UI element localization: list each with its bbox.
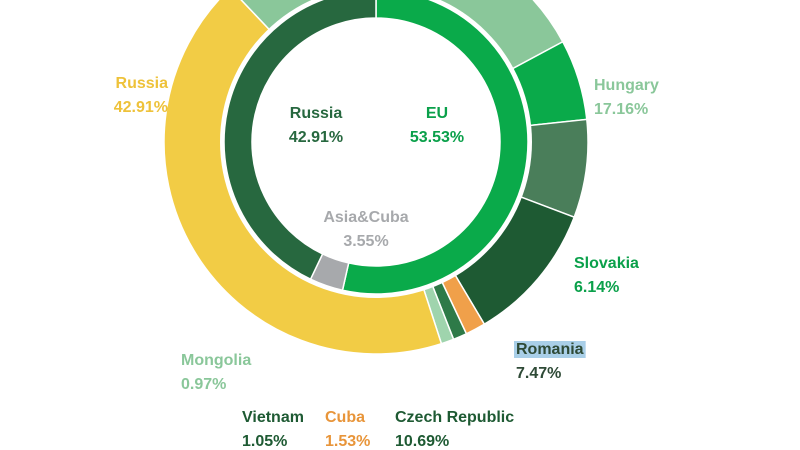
data-labels: EU 53.53% Asia&Cuba 3.55% Russia 42.91% Hungar…: [114, 75, 659, 450]
outer-label-russia: Russia 42.91%: [114, 75, 168, 116]
outer-label-value-russia: 42.91%: [114, 99, 168, 116]
outer-label-value-slovakia: 6.14%: [574, 279, 619, 296]
outer-label-name-romania: Romania: [516, 341, 584, 358]
outer-label-name-slovakia: Slovakia: [574, 255, 639, 272]
outer-label-czech-republic: Czech Republic 10.69%: [395, 409, 514, 450]
inner-label-value-asia-cuba: 3.55%: [343, 233, 388, 250]
outer-label-value-mongolia: 0.97%: [181, 376, 226, 393]
outer-label-mongolia: Mongolia 0.97%: [181, 352, 251, 393]
outer-label-value-romania: 7.47%: [516, 365, 561, 382]
outer-label-value-cuba: 1.53%: [325, 433, 370, 450]
inner-label-name-russia: Russia: [290, 105, 343, 122]
outer-label-highlight-romania: [514, 341, 586, 358]
outer-label-hungary: Hungary 17.16%: [594, 77, 659, 118]
outer-label-value-vietnam: 1.05%: [242, 433, 287, 450]
inner-label-russia: Russia 42.91%: [289, 105, 343, 146]
outer-label-vietnam: Vietnam 1.05%: [242, 409, 304, 450]
outer-label-name-mongolia: Mongolia: [181, 352, 251, 369]
inner-label-value-russia: 42.91%: [289, 129, 343, 146]
inner-label-asia-cuba: Asia&Cuba 3.55%: [323, 209, 408, 250]
outer-label-cuba: Cuba 1.53%: [325, 409, 370, 450]
outer-label-value-czech-republic: 10.69%: [395, 433, 449, 450]
outer-label-value-hungary: 17.16%: [594, 101, 648, 118]
inner-label-value-eu: 53.53%: [410, 129, 464, 146]
inner-label-name-eu: EU: [426, 105, 448, 122]
outer-label-name-vietnam: Vietnam: [242, 409, 304, 426]
inner-ring: [223, 0, 529, 295]
outer-label-name-hungary: Hungary: [594, 77, 659, 94]
outer-label-slovakia: Slovakia 6.14%: [574, 255, 639, 296]
inner-label-name-asia-cuba: Asia&Cuba: [323, 209, 408, 226]
outer-label-romania: Romania 7.47%: [514, 341, 586, 382]
outer-label-name-cuba: Cuba: [325, 409, 365, 426]
outer-label-name-czech-republic: Czech Republic: [395, 409, 514, 426]
donut-center: [252, 18, 500, 266]
outer-label-name-russia: Russia: [116, 75, 169, 92]
donut-hole: [252, 18, 500, 266]
inner-label-eu: EU 53.53%: [410, 105, 464, 146]
